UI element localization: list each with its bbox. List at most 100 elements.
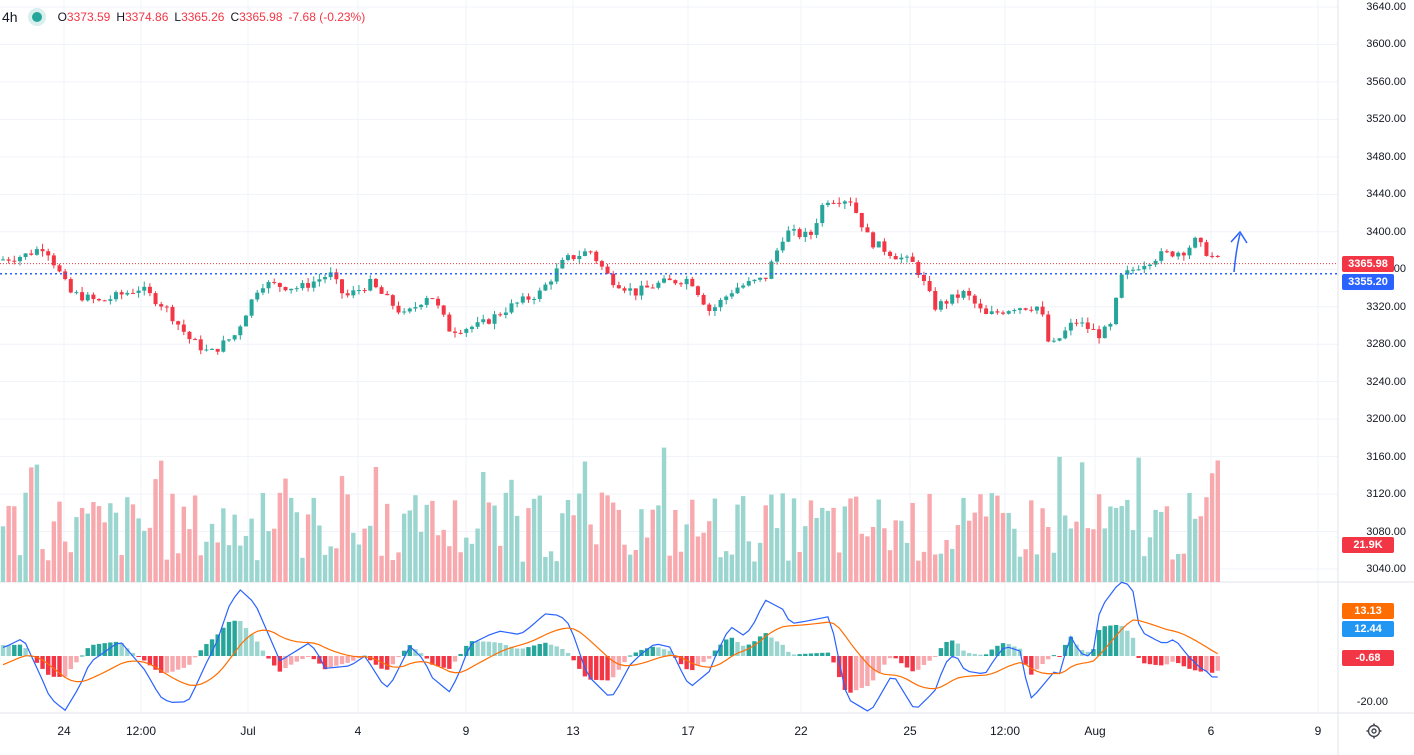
candle-body (340, 279, 344, 294)
volume-bar (791, 498, 797, 582)
macd-histogram-bar (701, 656, 706, 663)
macd-histogram-bar (435, 656, 441, 667)
macd-histogram-bar (390, 656, 396, 665)
candle-body (1210, 255, 1215, 257)
volume-bar (797, 551, 802, 582)
volume-bar (865, 536, 870, 582)
macd-histogram-bar (334, 656, 339, 666)
volume-bar (995, 495, 1000, 582)
candle-body (159, 304, 164, 307)
volume-bar (1063, 515, 1068, 582)
macd-histogram-bar (175, 656, 181, 670)
volume-bar (1046, 527, 1051, 582)
macd-histogram-bar (627, 655, 633, 657)
candle-body (752, 279, 757, 282)
candle-body (469, 326, 474, 330)
candle-body (1063, 330, 1068, 339)
candle-body (520, 296, 525, 303)
volume-bar (272, 528, 277, 582)
candle-body (481, 319, 486, 323)
candle-body (498, 314, 503, 316)
volume-bar (407, 510, 412, 582)
macd-histogram-bar (548, 644, 554, 656)
candle-body (667, 278, 672, 281)
macd-histogram-bar (407, 645, 412, 656)
candle-body (334, 272, 339, 280)
macd-histogram-bar (769, 637, 774, 656)
volume-bar (481, 471, 486, 582)
volume-bar (594, 544, 599, 582)
volume-bar (1012, 528, 1017, 582)
candle-body (515, 302, 520, 304)
macd-histogram-bar (209, 639, 215, 656)
candle-body (1074, 322, 1079, 324)
candle-body (1051, 340, 1056, 342)
macd-histogram-bar (853, 656, 859, 691)
volume-bar (1096, 494, 1102, 582)
candle-body (628, 288, 633, 291)
macd-histogram-bar (774, 641, 780, 656)
volume-bar (418, 531, 424, 582)
gear-icon[interactable] (1366, 723, 1382, 739)
volume-bar (752, 561, 757, 582)
candle-body (921, 275, 926, 282)
volume-bar (74, 517, 79, 582)
macd-histogram-bar (62, 656, 68, 677)
candle-body (323, 277, 328, 280)
macd-histogram-bar (1176, 656, 1181, 664)
volume-bar (113, 512, 119, 582)
candle-body (882, 241, 887, 252)
macd-histogram-bar (452, 656, 458, 662)
candle-body (854, 202, 859, 213)
candle-body (633, 288, 638, 296)
volume-bar (469, 543, 475, 582)
volume-bar (673, 510, 678, 582)
volume-bar (317, 525, 322, 582)
candle-body (1085, 322, 1090, 329)
candle-body (1181, 252, 1186, 256)
volume-bar (385, 503, 390, 582)
volume-bar (447, 546, 452, 582)
candle-body (599, 261, 604, 267)
volume-bar (441, 529, 446, 582)
candle-body (1147, 264, 1152, 267)
volume-bar (961, 497, 966, 582)
candle-body (232, 335, 237, 340)
candle-body (780, 241, 785, 251)
volume-bar (1215, 460, 1220, 582)
candle-body (1097, 329, 1102, 339)
macd-histogram-bar (1187, 656, 1192, 669)
volume-bar (887, 550, 893, 582)
timeframe-label[interactable]: 4h (2, 9, 18, 25)
volume-bar (1113, 507, 1119, 582)
volume-bar (266, 531, 271, 582)
macd-histogram-bar (752, 641, 757, 656)
candle-body (351, 290, 356, 296)
volume-bar (492, 505, 497, 582)
volume-bar (486, 502, 492, 582)
candle-body (464, 329, 469, 333)
candle-body (679, 283, 683, 285)
candle-body (566, 255, 570, 260)
macd-histogram-bar (51, 656, 57, 677)
volume-bar (1164, 506, 1170, 582)
candle-body (859, 212, 864, 228)
volume-bar (639, 509, 644, 582)
volume-bar (396, 552, 401, 582)
volume-bar (1074, 521, 1079, 582)
macd-histogram-bar (978, 654, 983, 656)
candle-body (23, 253, 28, 257)
candle-body (961, 290, 966, 298)
time-tick-label: 9 (1314, 724, 1322, 738)
candle-body (1114, 297, 1119, 325)
candle-body (967, 290, 972, 296)
candle-body (650, 287, 655, 289)
candle-body (436, 298, 441, 306)
volume-bar (1170, 559, 1175, 582)
volume-bar (870, 526, 876, 582)
candle-body (616, 285, 621, 289)
volume-bar (147, 527, 153, 582)
macd-histogram-bar (633, 652, 638, 656)
close-value: 3365.98 (239, 10, 283, 24)
